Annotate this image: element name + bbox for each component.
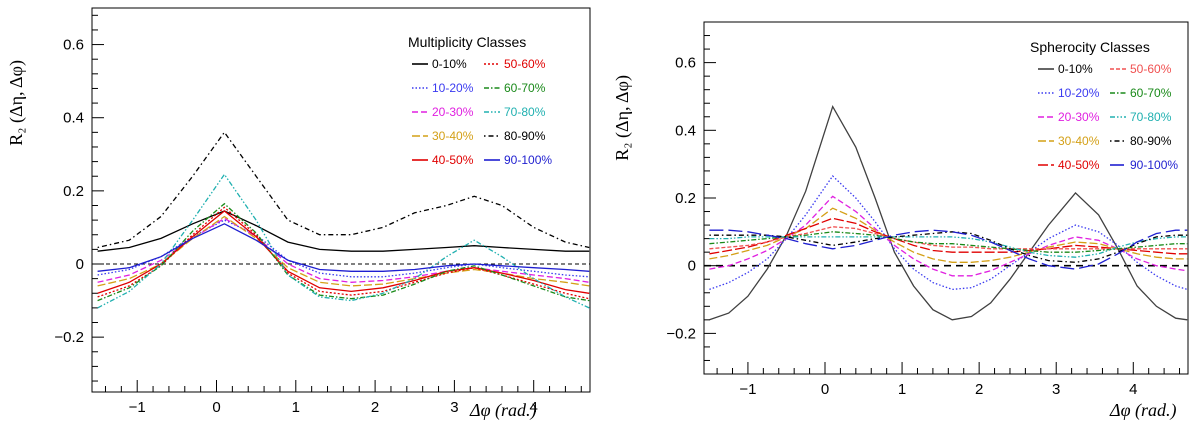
x-tick-label: 1 xyxy=(292,399,300,416)
legend-title: Spherocity Classes xyxy=(1030,39,1150,55)
y-tick-label: 0 xyxy=(76,256,84,273)
y-tick-label: 0.2 xyxy=(63,183,84,200)
series-line-90-100% xyxy=(709,229,1188,270)
legend-label: 10-20% xyxy=(432,81,474,95)
legend-label: 50-60% xyxy=(504,57,546,71)
series-line-90-100% xyxy=(97,223,590,272)
series-line-70-80% xyxy=(97,173,590,309)
legend-label: 90-100% xyxy=(504,153,552,167)
series-line-70-80% xyxy=(709,236,1188,258)
series-line-80-90% xyxy=(709,231,1188,263)
legend-title: Multiplicity Classes xyxy=(408,34,526,50)
x-tick-label: 3 xyxy=(1052,381,1060,398)
legend-label: 80-90% xyxy=(504,129,546,143)
x-tick-label: 4 xyxy=(1129,381,1137,398)
x-tick-label: 1 xyxy=(898,381,906,398)
legend-label: 40-50% xyxy=(432,153,474,167)
x-tick-label: 2 xyxy=(371,399,379,416)
series-line-0-10% xyxy=(709,104,1188,321)
series-group xyxy=(97,131,590,309)
legend-label: 30-40% xyxy=(1058,134,1100,148)
legend-label: 0-10% xyxy=(1058,62,1093,76)
y-tick-label: −0.2 xyxy=(666,325,696,342)
x-tick-label: 4 xyxy=(530,399,538,416)
x-axis-label: Δφ (rad.) xyxy=(469,400,537,421)
multiplicity-chart-panel: −1 0 1 2 3 4 −0.2 0 0.2 0.4 0.6 Δφ (rad.) R₂ (Δη, Δφ… xyxy=(6,7,591,421)
legend-label: 0-10% xyxy=(432,57,467,71)
y-tick-label: 0.2 xyxy=(675,190,696,207)
series-line-60-70% xyxy=(97,202,590,302)
legend-label: 20-30% xyxy=(1058,110,1100,124)
y-tick-label: −0.2 xyxy=(54,329,84,346)
plot-frame xyxy=(703,21,1189,375)
spherocity-chart-panel: −1 0 1 2 3 4 −0.2 0 0.2 0.4 0.6 Δφ (rad.) R₂ (Δη, Δφ… xyxy=(612,21,1189,421)
x-tick-label: −1 xyxy=(739,381,756,398)
series-line-30-40% xyxy=(709,207,1188,263)
x-tick-label: 0 xyxy=(212,399,220,416)
x-tick-label: 0 xyxy=(821,381,829,398)
y-tick-label: 0.4 xyxy=(675,122,696,139)
legend-label: 80-90% xyxy=(1130,134,1172,148)
y-tick-label: 0.4 xyxy=(63,110,84,127)
y-tick-label: 0.6 xyxy=(675,55,696,72)
series-line-0-10% xyxy=(97,210,590,252)
legend-label: 70-80% xyxy=(1130,110,1172,124)
legend-label: 70-80% xyxy=(504,105,546,119)
y-tick-label: 0 xyxy=(688,258,696,275)
series-line-10-20% xyxy=(709,175,1188,291)
x-axis-label: Δφ (rad.) xyxy=(1109,400,1177,421)
series-line-80-90% xyxy=(97,131,590,249)
y-tick-label: 0.6 xyxy=(63,37,84,54)
legend-label: 40-50% xyxy=(1058,158,1100,172)
legend-label: 30-40% xyxy=(432,129,474,143)
series-line-10-20% xyxy=(97,219,590,278)
legend-label: 90-100% xyxy=(1130,158,1178,172)
legend-label: 60-70% xyxy=(1130,86,1172,100)
plot-frame xyxy=(91,7,591,393)
legend-label: 60-70% xyxy=(504,81,546,95)
y-axis-label: R₂ (Δη, Δφ) xyxy=(6,60,27,146)
series-group xyxy=(709,104,1188,321)
legend-label: 20-30% xyxy=(432,105,474,119)
y-axis-label: R₂ (Δη, Δφ) xyxy=(612,75,633,161)
x-tick-label: −1 xyxy=(129,399,146,416)
legend-label: 50-60% xyxy=(1130,62,1172,76)
legend-label: 10-20% xyxy=(1058,86,1100,100)
x-tick-label: 2 xyxy=(975,381,983,398)
x-tick-label: 3 xyxy=(450,399,458,416)
